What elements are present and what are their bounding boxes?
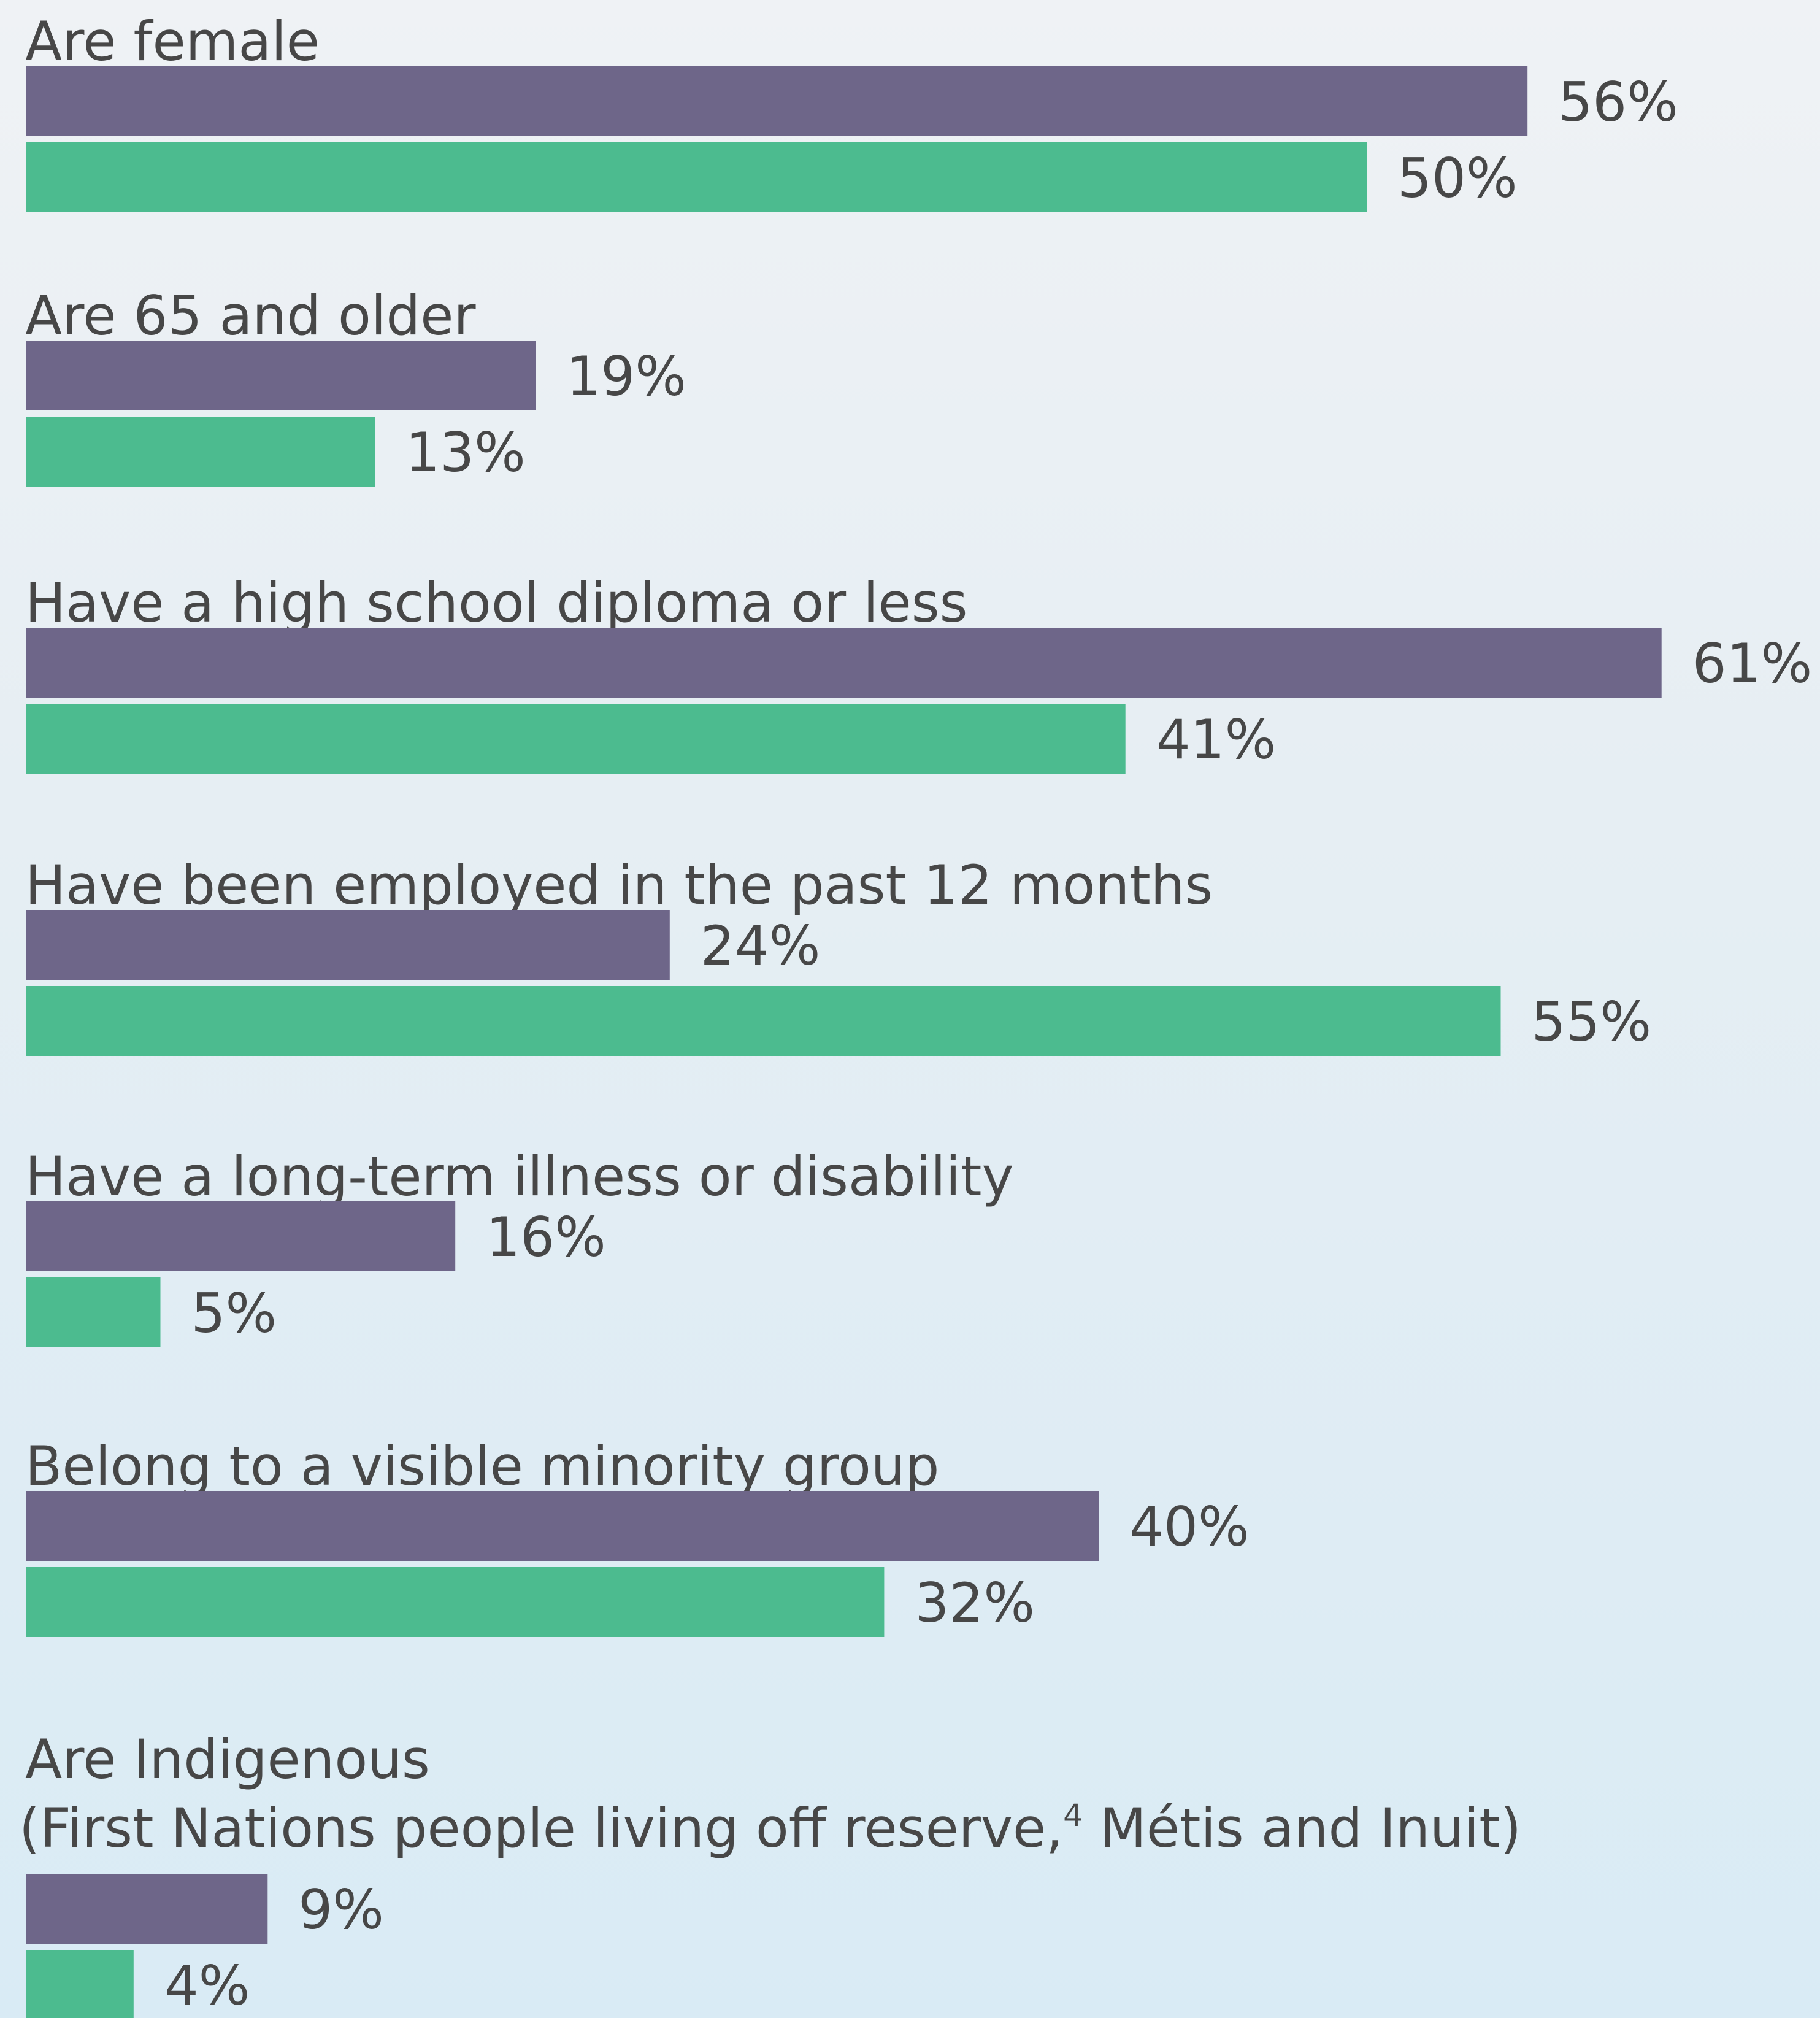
bar-series-1 [26,66,1528,136]
bar-group: Have a high school diploma or less 61% 41% [25,571,1812,774]
value-label: 61% [1692,632,1813,695]
value-label: 13% [405,421,526,484]
bar-series-1 [26,1201,456,1271]
value-label: 50% [1397,147,1518,210]
bar-group: Have a long-term illness or disability16… [25,1145,1014,1347]
bar-series-1 [26,910,670,980]
bar-group: Are female 56% 50% [25,10,1678,212]
bar-group: Have been employed in the past 12 months… [25,853,1651,1056]
category-label: Are Indigenous [25,1728,430,1791]
bar-series-2 [26,417,375,487]
value-label: 4% [164,1954,250,2017]
value-label: 56% [1558,71,1678,134]
bar-series-1 [26,1491,1099,1561]
value-label: 16% [486,1206,606,1269]
value-label: 24% [701,914,821,977]
bar-series-2 [26,704,1126,774]
category-label: Are female [25,10,320,73]
value-label: 5% [191,1282,277,1345]
value-label: 32% [915,1571,1035,1635]
category-label: Have been employed in the past 12 months [25,853,1213,917]
bar-series-2 [26,1950,134,2018]
bar-group: Belong to a visible minority group 40% 32% [25,1435,1250,1637]
bar-series-1 [26,341,536,410]
category-label: Are 65 and older [25,284,476,347]
bar-series-1 [26,628,1662,698]
value-label: 40% [1129,1495,1250,1558]
bar-series-2 [26,1567,885,1637]
bar-series-2 [26,986,1501,1056]
value-label: 9% [298,1878,384,1941]
bar-group: Are 65 and older 19% 13% [25,284,686,487]
bar-series-2 [26,1277,161,1347]
bar-series-1 [26,1874,268,1944]
category-sublabel: (First Nations people living off reserve… [19,1797,1521,1860]
value-label: 41% [1156,708,1277,771]
bar-series-2 [26,142,1367,212]
value-label: 55% [1532,990,1652,1053]
value-label: 19% [566,345,686,408]
category-label: Belong to a visible minority group [25,1435,939,1498]
category-label: Have a high school diploma or less [25,571,967,634]
bar-group: Are Indigenous(First Nations people livi… [19,1728,1521,2018]
category-label: Have a long-term illness or disability [25,1145,1014,1208]
